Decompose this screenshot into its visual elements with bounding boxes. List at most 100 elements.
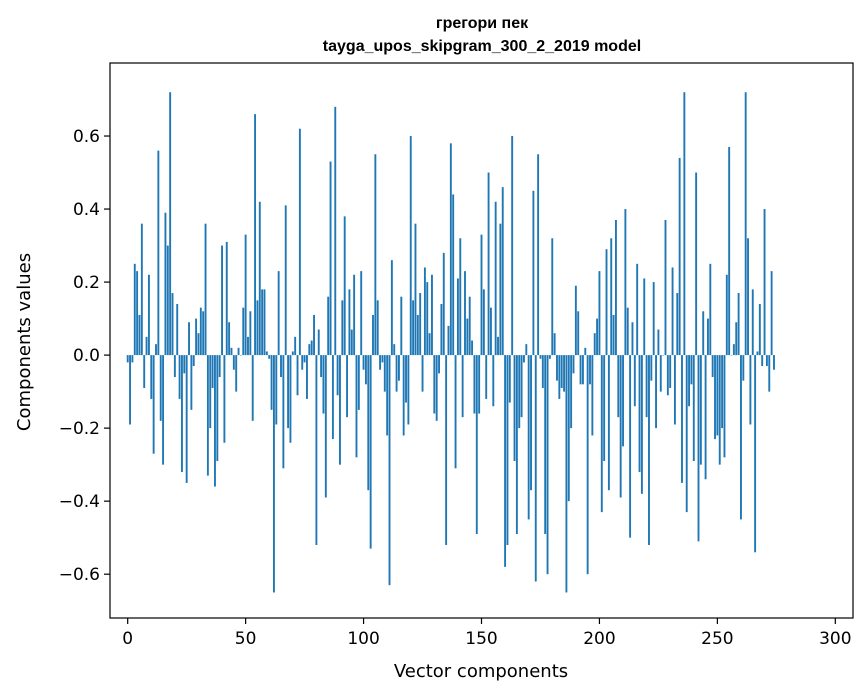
bar	[659, 355, 662, 392]
bar	[192, 355, 195, 367]
bar	[343, 216, 346, 356]
bar	[685, 355, 688, 513]
bar	[214, 355, 216, 487]
bar	[723, 355, 726, 458]
bar	[355, 355, 358, 458]
bar	[258, 201, 261, 356]
bar	[381, 355, 384, 363]
bar	[617, 355, 620, 418]
bar	[631, 322, 634, 356]
bar	[221, 245, 223, 356]
bar	[447, 325, 450, 356]
bar	[376, 300, 379, 356]
x-tick-label: 50	[235, 629, 257, 649]
bar	[704, 355, 707, 480]
bar	[126, 355, 129, 363]
bar	[485, 355, 488, 399]
bar	[254, 114, 257, 356]
bar	[572, 355, 575, 374]
bar	[230, 347, 233, 356]
bar	[136, 271, 139, 356]
bar	[758, 303, 761, 356]
x-axis-ticks: 0 50 100 150 200 250 300	[122, 618, 852, 649]
bar	[313, 314, 315, 356]
bar	[452, 194, 455, 356]
bar	[291, 351, 294, 356]
bar	[570, 355, 573, 429]
bar	[732, 344, 735, 356]
bar	[692, 355, 695, 461]
bar	[369, 355, 372, 549]
bar	[697, 355, 700, 542]
bar	[272, 355, 275, 593]
bar	[341, 300, 344, 356]
bar	[268, 355, 271, 359]
bar	[768, 355, 771, 392]
bar	[541, 355, 544, 388]
y-tick-label: −0.2	[59, 419, 100, 439]
bar	[251, 355, 254, 421]
bar	[298, 128, 301, 356]
y-tick-label: −0.6	[59, 565, 100, 585]
bar	[610, 238, 613, 356]
bar	[275, 355, 278, 425]
bar	[612, 314, 615, 356]
bar	[584, 347, 587, 356]
bar	[428, 333, 431, 356]
bar	[129, 355, 131, 425]
bar	[624, 209, 627, 356]
bar	[159, 355, 162, 421]
bar	[740, 355, 742, 520]
bar	[756, 351, 759, 356]
bar	[645, 355, 648, 418]
bar	[494, 201, 497, 356]
bar	[143, 355, 146, 388]
bar	[353, 274, 356, 356]
y-tick-label: −0.4	[59, 492, 100, 512]
bar	[709, 263, 712, 356]
bar	[548, 355, 551, 359]
bar	[225, 241, 228, 356]
bar	[235, 355, 238, 392]
bar	[671, 267, 674, 356]
bar	[749, 355, 752, 425]
x-tick-label: 200	[583, 629, 615, 649]
plot-area-frame	[109, 62, 854, 619]
bar	[284, 205, 287, 356]
bar	[605, 249, 608, 356]
x-tick-label: 100	[347, 629, 379, 649]
bar	[699, 355, 702, 465]
bar	[409, 136, 412, 356]
bar	[721, 355, 724, 429]
bar	[331, 355, 334, 440]
bar	[416, 314, 419, 356]
bar	[164, 212, 167, 356]
y-tick-label: 0.0	[73, 346, 100, 366]
bar	[393, 344, 396, 356]
bar	[499, 223, 502, 356]
bar	[464, 271, 466, 356]
bar	[577, 311, 580, 356]
bar	[181, 355, 183, 472]
chart-title: грегори пек	[436, 15, 529, 32]
bar	[282, 355, 285, 469]
bar	[199, 307, 202, 356]
bar	[423, 267, 426, 356]
bar	[690, 355, 693, 385]
bar	[306, 355, 308, 399]
bar	[228, 322, 231, 356]
bar	[383, 355, 386, 392]
bar	[324, 355, 327, 498]
bar	[603, 355, 606, 461]
bar	[511, 136, 514, 356]
y-tick-label: 0.6	[73, 127, 100, 147]
bar	[372, 314, 374, 356]
bar	[754, 355, 757, 553]
bar	[131, 355, 134, 363]
bar	[523, 355, 525, 363]
bar	[218, 355, 221, 378]
bar	[157, 150, 160, 356]
bar	[195, 318, 198, 356]
bar	[426, 282, 429, 356]
